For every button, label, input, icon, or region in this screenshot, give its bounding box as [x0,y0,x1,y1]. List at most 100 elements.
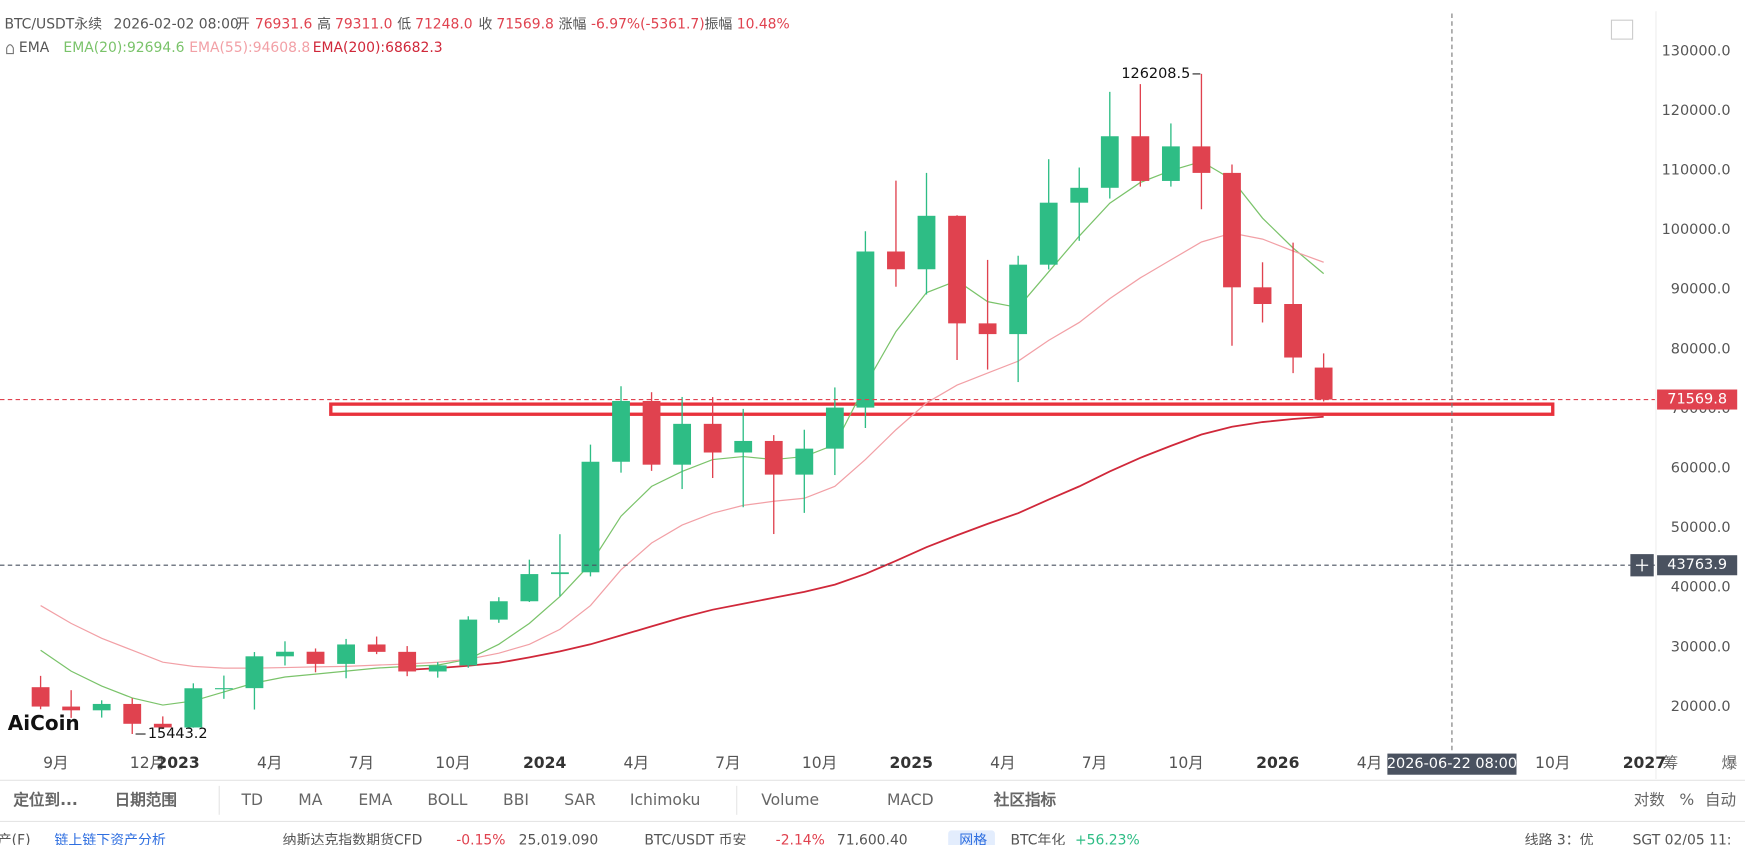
candle-body [428,665,447,672]
status-item[interactable]: BTC年化 [1010,832,1065,845]
plus-icon [1635,559,1649,572]
candle-body [1314,367,1333,400]
bell-icon[interactable] [6,44,14,55]
legend-entry: EMA(55):94608.8 [189,40,310,56]
plot [31,73,1555,735]
toolbar-button[interactable]: 对数 [1634,791,1666,809]
x-tick-label: 7月 [1082,754,1108,772]
price-label: 71569.8 [1667,392,1727,408]
y-tick-label: 130000.0 [1662,43,1731,59]
candle-body [184,688,203,728]
y-tick-label: 80000.0 [1671,341,1731,357]
status-item[interactable]: 纳斯达克指数期货CFD [283,831,423,845]
candle-body [825,407,844,449]
candle-body [1100,136,1119,188]
indicator-button[interactable]: Volume [761,791,819,809]
x-tick-label: 4月 [990,754,1016,772]
status-item[interactable]: 网格 [959,832,987,845]
field-label: 开 [236,17,250,33]
candle-body [1131,136,1150,181]
indicator-button[interactable]: Ichimoku [630,791,700,809]
candle-body [62,706,81,711]
candle-body [459,619,478,666]
y-tick-label: 30000.0 [1671,639,1731,655]
ema-line [407,415,1324,671]
toolbar-button[interactable]: % [1679,791,1694,809]
toolbar-button[interactable]: 自动 [1705,791,1736,809]
indicator-button[interactable]: EMA [358,791,392,809]
candle-body [612,400,630,462]
candle-body [337,644,355,664]
x-tick-label: 9月 [43,754,68,772]
indicator-button[interactable]: 社区指标 [993,790,1057,809]
indicator-button[interactable]: BOLL [427,791,467,809]
y-tick-label: 20000.0 [1671,699,1731,715]
status-item: 71,600.40 [837,832,908,845]
status-item[interactable]: 线路 3：优 [1525,832,1594,845]
indicator[interactable]: EMA [19,40,50,56]
x-tick-label: 10月 [435,754,470,772]
legend-entry: EMA(200):68682.3 [313,40,443,56]
candle-body [245,656,264,689]
toolbar-button[interactable]: 定位到... [12,790,78,809]
field-value: 76931.6 [255,17,313,33]
indicator-button[interactable]: SAR [564,791,596,809]
x-tick-label: 2026 [1256,754,1299,772]
field-value: 71248.0 [415,17,473,33]
candle-body [489,601,508,620]
x-tick-label: 12月 [130,754,165,772]
field-label: 高 [317,16,331,33]
candle-body [1161,146,1180,181]
indicator-button[interactable]: MA [298,791,322,809]
fullscreen-button[interactable] [1610,19,1634,40]
status-item: -0.15% [456,832,505,845]
candle-body [734,440,753,453]
field-label: 低 [397,17,411,33]
annotation-label: 15443.2 [148,726,208,742]
candle-body [673,423,692,465]
y-tick-label: 100000.0 [1662,222,1731,238]
y-tick-label: 90000.0 [1671,282,1731,298]
axis-button[interactable]: 爆 [1722,753,1738,772]
indicator-button[interactable]: TD [240,791,263,809]
candle-body [1253,287,1272,305]
candle-body [917,215,936,270]
badge [948,830,995,845]
status-item[interactable]: BTC/USDT 币安 [644,832,746,845]
candle-body [1039,202,1058,265]
status-item[interactable]: 链上链下资产分析 [55,832,166,845]
indicator-button[interactable]: BBI [503,791,529,809]
candle-body [1070,187,1089,203]
x-tick-label: 10月 [1168,754,1203,772]
candle-body [887,251,905,270]
candle-body [123,703,142,724]
status-item[interactable]: 产(F) [0,832,31,845]
candle-body [1192,146,1211,173]
crosshair-label: 2026-06-22 08:00 [1387,756,1517,772]
x-tick-label: 10月 [1535,754,1570,772]
axis-button[interactable]: 筹 [1663,754,1679,772]
crosshair-label-box [1387,753,1517,775]
candle-body [367,644,386,652]
x-tick-label: 4月 [1357,754,1383,772]
candle-body [764,440,783,475]
logo: AiCoin [8,711,80,735]
field-label: 收 [479,17,493,33]
y-tick-label: 40000.0 [1671,580,1731,596]
candle-body [581,461,600,573]
status-item: +56.23% [1075,832,1140,845]
candle-body [92,703,111,711]
y-tick-label: 60000.0 [1671,460,1731,476]
indicator-button[interactable]: MACD [887,791,934,809]
candle-body [306,651,325,664]
candle-body [856,251,875,408]
candle-body [642,400,661,465]
status-item: 25,019.090 [519,832,599,845]
price-label: 43763.9 [1667,557,1727,573]
toolbar-button[interactable]: 日期范围 [115,790,177,809]
x-tick-label: 2023 [156,754,199,772]
status-item: -2.14% [776,832,825,845]
status-item: SGT 02/05 11: [1633,832,1732,845]
candle-body [214,688,233,690]
field-value: 71569.8 [496,17,554,33]
